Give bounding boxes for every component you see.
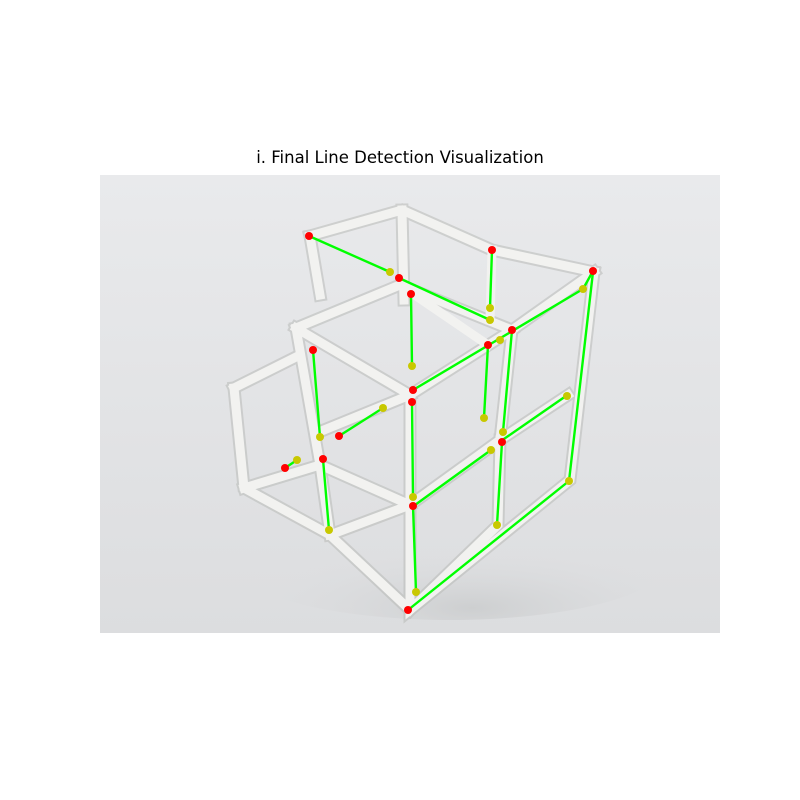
figure-title: i. Final Line Detection Visualization bbox=[256, 148, 544, 167]
line-start-points bbox=[281, 232, 597, 614]
sculpture-photo bbox=[100, 175, 720, 633]
line-end-points bbox=[293, 268, 587, 596]
image-axes bbox=[100, 175, 720, 633]
